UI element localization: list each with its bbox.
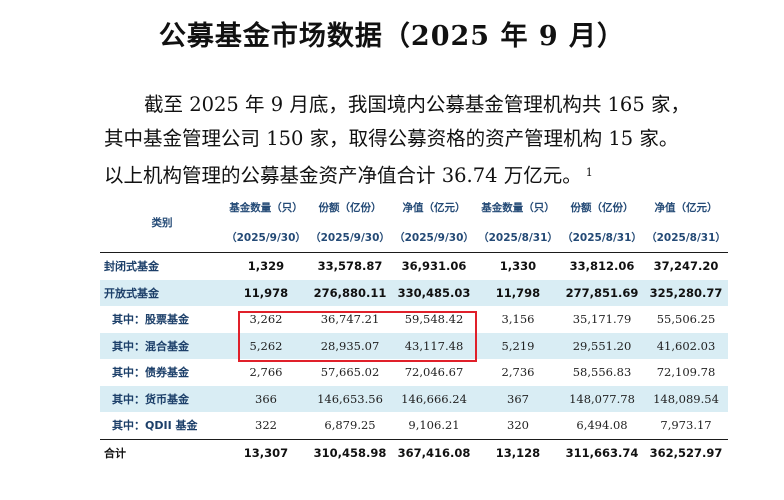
table-cell: 36,747.21 [320,312,380,327]
table-cell: 5,219 [476,332,560,359]
header-col-title: 基金数量（只） [229,202,303,214]
table-cell: 366 [224,385,308,412]
table-cell: 9,106.21 [408,418,460,433]
table-cell: 29,551.20 [560,332,644,359]
row-label: 封闭式基金 [104,260,159,274]
table-cell: 1,329 [247,259,285,274]
table-cell: 146,666.24 [392,385,476,412]
table-cell: 367 [476,385,560,412]
table-cell: 6,494.08 [576,418,628,433]
table-row: 开放式基金 11,978 276,880.11 330,485.03 11,79… [100,279,728,306]
table-cell: 33,578.87 [317,259,383,274]
table-cell: 35,171.79 [572,312,632,327]
paragraph-line-2: 其中基金管理公司 150 家，取得公募资格的资产管理机构 15 家。 [104,127,679,150]
header-row-2: （2025/9/30） （2025/9/30） （2025/9/30） （202… [100,222,728,253]
table-cell: 146,653.56 [308,385,392,412]
row-label: 其中：QDII 基金 [112,419,198,433]
table-cell: 5,262 [224,332,308,359]
table-cell: 277,851.69 [560,279,644,306]
table-cell: 276,880.11 [308,279,392,306]
table-row: 封闭式基金 1,329 33,578.87 36,931.06 1,330 33… [100,253,728,280]
table-cell: 325,280.77 [644,279,728,306]
header-category: 类别 [151,217,173,229]
header-col-title: 净值（亿元） [402,202,466,214]
table-cell: 310,458.98 [313,445,387,460]
header-row-1: 类别 基金数量（只） 份额（亿份） 净值（亿元） 基金数量（只） 份额（亿份） … [100,193,728,229]
table-cell: 311,663.74 [565,445,639,460]
table-cell: 367,416.08 [397,445,471,460]
row-label: 其中：货币基金 [100,385,224,412]
paragraph-line-3: 以上机构管理的公募基金资产净值合计 36.74 万亿元。 1 [104,164,593,187]
table-row: 其中：股票基金 3,262 36,747.21 59,548.42 3,156 … [100,306,728,333]
table-cell: 362,527.97 [649,445,723,460]
table-cell: 55,506.25 [656,312,716,327]
table-cell: 28,935.07 [308,332,392,359]
table-cell: 37,247.20 [653,259,719,274]
header-col-date: （2025/8/31） [646,231,726,244]
summary-paragraph: 截至 2025 年 9 月底，我国境内公募基金管理机构共 165 家， 其中基金… [104,88,704,193]
table-cell: 13,128 [495,445,541,460]
header-col-date: （2025/8/31） [478,231,558,244]
row-label: 合计 [104,446,126,460]
table-cell: 36,931.06 [401,259,467,274]
table-cell: 11,978 [224,279,308,306]
table-cell: 72,046.67 [404,365,464,380]
header-col-title: 份额（亿份） [570,202,634,214]
table-cell: 59,548.42 [404,312,464,327]
table-cell: 6,879.25 [324,418,376,433]
table-cell: 41,602.03 [644,332,728,359]
table-cell: 7,973.17 [660,418,712,433]
header-col-title: 份额（亿份） [318,202,382,214]
table-cell: 2,766 [249,365,283,380]
table-cell: 11,798 [476,279,560,306]
table-cell: 3,156 [501,312,535,327]
row-label: 其中：股票基金 [112,313,189,327]
header-col-date: （2025/8/31） [562,231,642,244]
row-label: 开放式基金 [100,279,224,306]
table-cell: 3,262 [249,312,283,327]
header-col-date: （2025/9/30） [394,231,474,244]
table-cell: 13,307 [243,445,289,460]
table-cell: 330,485.03 [392,279,476,306]
table-cell: 2,736 [501,365,535,380]
paragraph-line-1: 截至 2025 年 9 月底，我国境内公募基金管理机构共 165 家， [144,93,690,116]
table-row-total: 合计 13,307 310,458.98 367,416.08 13,128 3… [100,439,728,466]
table-row: 其中：QDII 基金 322 6,879.25 9,106.21 320 6,4… [100,412,728,439]
row-label: 其中：混合基金 [100,332,224,359]
table-row: 其中：混合基金 5,262 28,935.07 43,117.48 5,219 … [100,332,728,359]
table-cell: 1,330 [499,259,537,274]
page-title: 公募基金市场数据（2025 年 9 月） [158,21,626,52]
table-cell: 322 [255,418,277,433]
footnote-marker: 1 [585,166,593,179]
table-cell: 148,089.54 [644,385,728,412]
table-cell: 33,812.06 [569,259,635,274]
table-row: 其中：债券基金 2,766 57,665.02 72,046.67 2,736 … [100,359,728,386]
table-cell: 72,109.78 [656,365,716,380]
table-cell: 58,556.83 [572,365,632,380]
table-row: 其中：货币基金 366 146,653.56 146,666.24 367 14… [100,385,728,412]
header-col-title: 基金数量（只） [481,202,555,214]
header-col-title: 净值（亿元） [654,202,718,214]
table-cell: 43,117.48 [392,332,476,359]
row-label: 其中：债券基金 [112,366,189,380]
table-cell: 57,665.02 [320,365,380,380]
table-cell: 320 [507,418,529,433]
header-col-date: （2025/9/30） [310,231,390,244]
header-col-date: （2025/9/30） [226,231,306,244]
table-cell: 148,077.78 [560,385,644,412]
fund-data-table: 类别 基金数量（只） 份额（亿份） 净值（亿元） 基金数量（只） 份额（亿份） … [100,193,728,466]
